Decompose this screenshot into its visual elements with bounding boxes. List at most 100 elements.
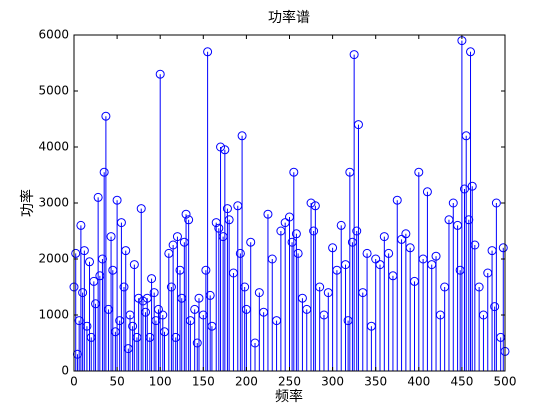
stem-marker	[297, 293, 307, 303]
stem-marker	[192, 338, 202, 348]
y-tick-label: 4000	[38, 140, 69, 154]
x-tick-label: 350	[364, 375, 387, 389]
stem-marker	[106, 232, 116, 242]
stem-marker	[214, 223, 224, 233]
y-tick-label: 1000	[38, 308, 69, 322]
x-axis-label: 频率	[275, 388, 303, 405]
stem-marker	[112, 195, 122, 205]
stem-marker	[474, 282, 484, 292]
stem-marker	[491, 198, 501, 208]
stem-marker	[336, 220, 346, 230]
stem-marker	[349, 50, 359, 60]
y-tick-label: 0	[61, 364, 69, 378]
stem-marker	[414, 167, 424, 177]
stem-marker	[431, 251, 441, 261]
stem-marker	[405, 243, 415, 253]
chart-title: 功率谱	[268, 9, 310, 26]
stem-marker	[158, 310, 168, 320]
stem-marker	[309, 226, 319, 236]
stem-marker	[222, 204, 232, 214]
stem-marker	[328, 243, 338, 253]
stem-marker	[205, 290, 215, 300]
stem-marker	[467, 181, 477, 191]
stem-marker	[352, 226, 362, 236]
stem-marker	[289, 167, 299, 177]
x-tick-label: 100	[149, 375, 172, 389]
stem-marker	[353, 120, 363, 130]
stem-marker	[267, 254, 277, 264]
x-tick-label: 500	[494, 375, 517, 389]
stem-marker	[459, 184, 469, 194]
x-tick-label: 50	[109, 375, 124, 389]
stem-marker	[181, 209, 191, 219]
stem-marker	[147, 274, 157, 284]
y-tick-label: 3000	[38, 196, 69, 210]
x-tick-label: 400	[407, 375, 430, 389]
stem-marker	[153, 304, 163, 314]
stem-marker	[194, 293, 204, 303]
stem-marker	[240, 282, 250, 292]
stem-marker	[82, 321, 92, 331]
stem-marker	[392, 195, 402, 205]
stem-marker	[101, 111, 111, 121]
stem-marker	[119, 282, 129, 292]
stem-marker	[235, 248, 245, 258]
y-tick-label: 2000	[38, 252, 69, 266]
stem-marker	[72, 349, 82, 359]
stem-marker	[201, 265, 211, 275]
stem-marker	[78, 288, 88, 298]
stem-marker	[172, 232, 182, 242]
stem-marker	[490, 302, 500, 312]
stem-marker	[246, 237, 256, 247]
stem-marker	[71, 248, 81, 258]
stem-marker	[224, 215, 234, 225]
stem-marker	[470, 240, 480, 250]
stem-marker	[166, 282, 176, 292]
stem-marker	[136, 204, 146, 214]
stem-marker	[184, 215, 194, 225]
stem-marker	[498, 243, 508, 253]
stem-marker	[99, 167, 109, 177]
x-tick-label: 450	[450, 375, 473, 389]
stem-marker	[155, 69, 165, 79]
stem-marker	[464, 215, 474, 225]
stem-marker	[422, 187, 432, 197]
stem-marker	[384, 248, 394, 258]
y-tick-label: 6000	[38, 28, 69, 42]
stem-marker	[85, 257, 95, 267]
stem-marker	[74, 316, 84, 326]
stem-marker	[315, 282, 325, 292]
stem-marker	[149, 288, 159, 298]
stem-marker	[116, 218, 126, 228]
stem-marker	[93, 192, 103, 202]
stem-marker	[293, 248, 303, 258]
x-tick-label: 200	[235, 375, 258, 389]
stem-marker	[79, 246, 89, 256]
stem-marker	[254, 288, 264, 298]
stem-marker	[76, 220, 86, 230]
y-axis-label: 功率	[19, 189, 36, 217]
y-tick-label: 5000	[38, 84, 69, 98]
stem-marker	[466, 47, 476, 57]
stem-marker	[97, 254, 107, 264]
stem-marker	[263, 209, 273, 219]
stem-marker	[310, 201, 320, 211]
stem-marker	[401, 229, 411, 239]
x-tick-label: 250	[278, 375, 301, 389]
stem-marker	[141, 307, 151, 317]
stem-marker	[371, 254, 381, 264]
stem-marker	[128, 321, 138, 331]
stem-marker	[220, 145, 230, 155]
stem-marker	[362, 248, 372, 258]
stem-marker	[121, 246, 131, 256]
stem-marker	[448, 198, 458, 208]
x-tick-label: 300	[321, 375, 344, 389]
stem-marker	[129, 260, 139, 270]
stem-marker	[203, 47, 213, 57]
stem-marker	[379, 232, 389, 242]
stem-marker	[291, 229, 301, 239]
x-tick-label: 150	[192, 375, 215, 389]
stem-marker	[237, 131, 247, 141]
x-tick-label: 0	[70, 375, 78, 389]
